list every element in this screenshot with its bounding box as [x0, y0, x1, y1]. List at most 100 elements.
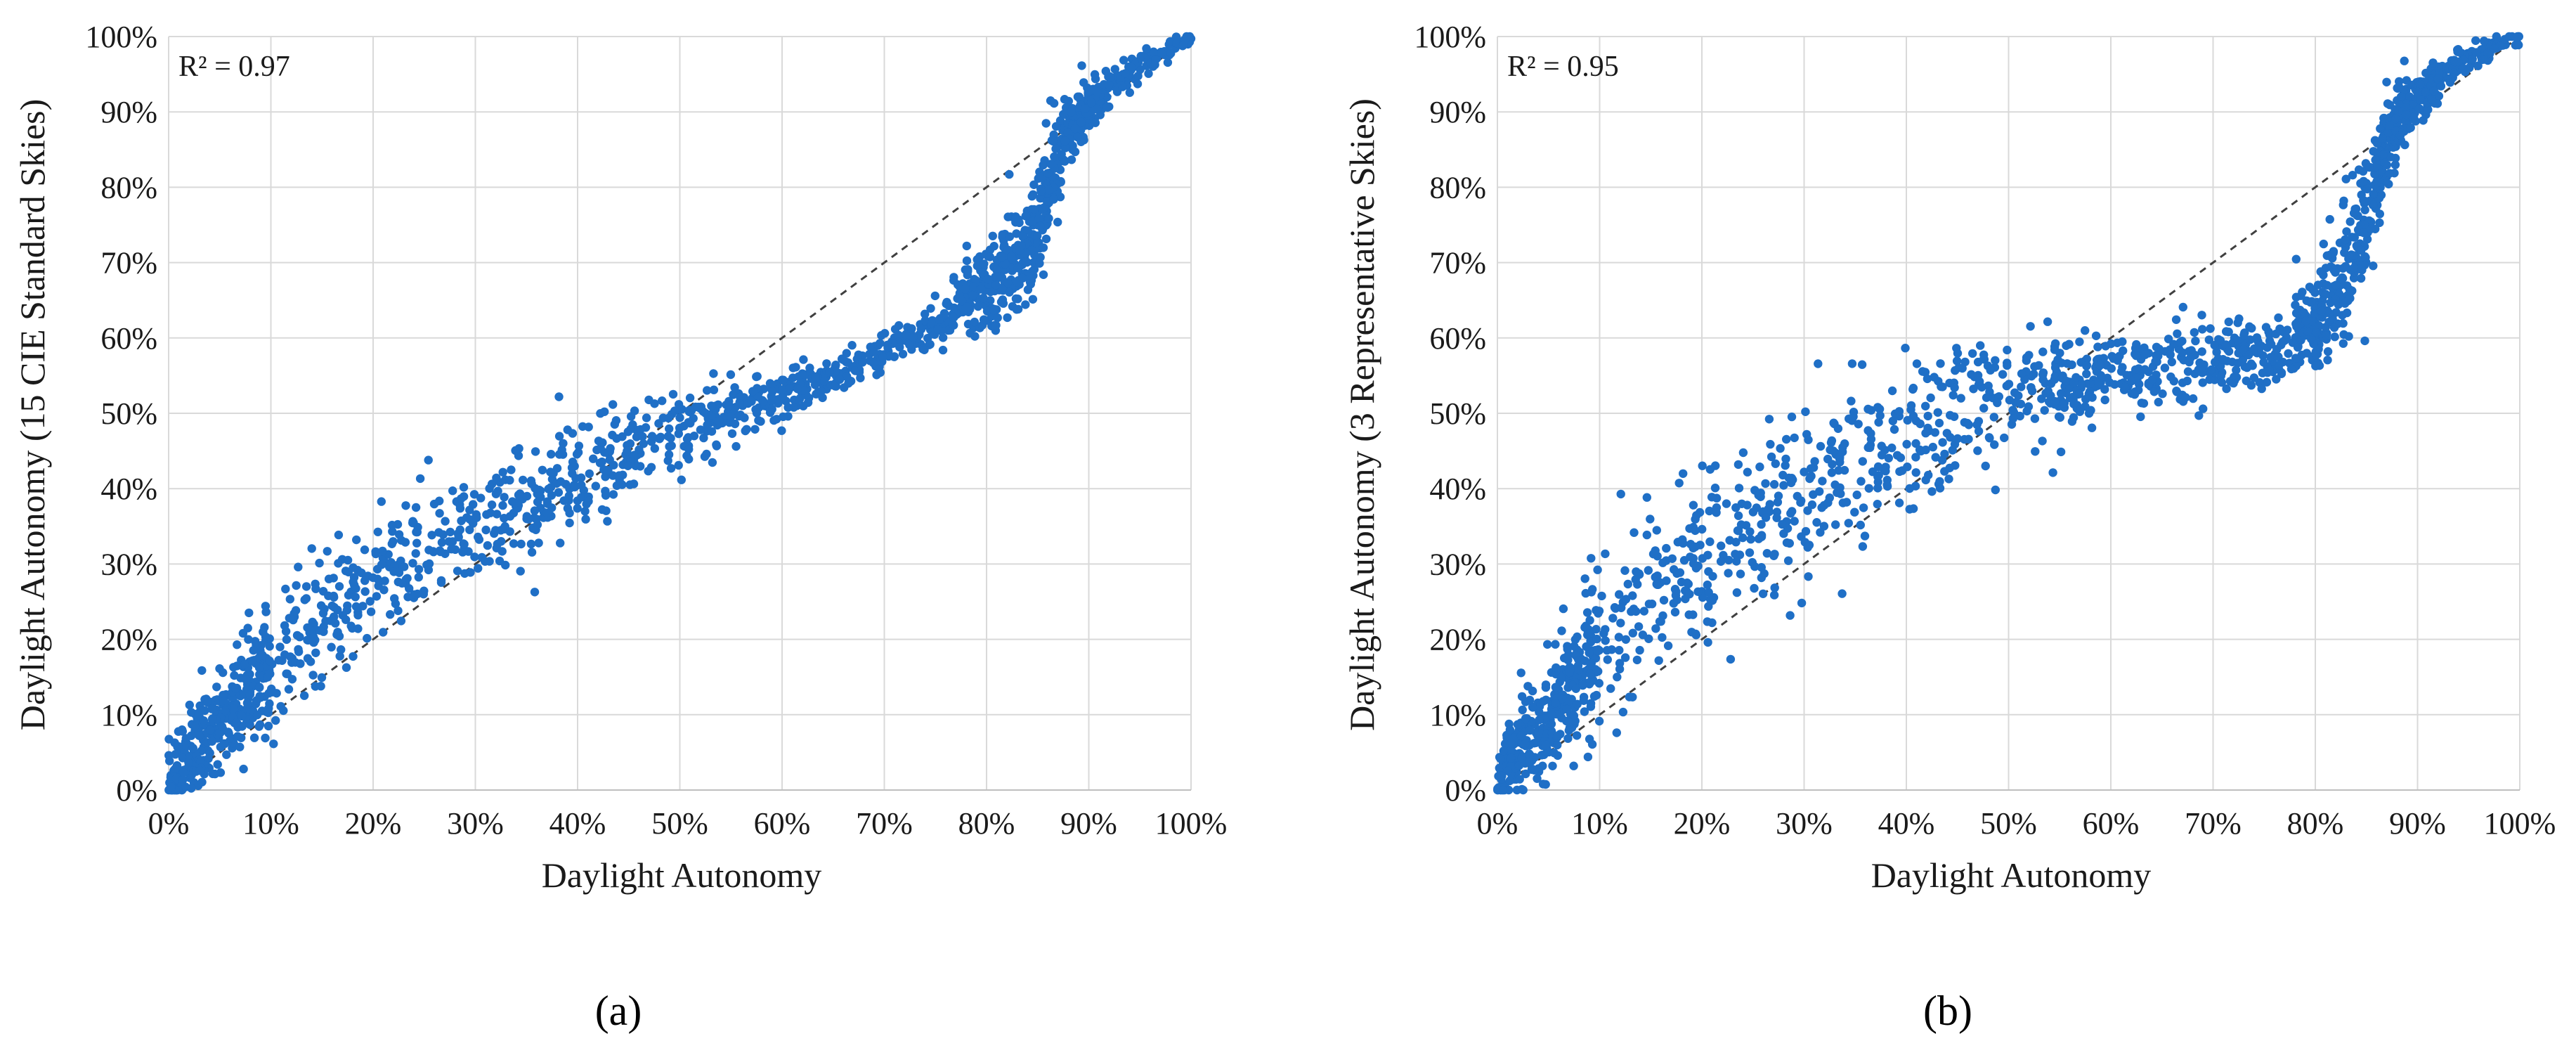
data-point [1505, 725, 1515, 735]
data-point [2301, 316, 2310, 325]
data-point [294, 562, 303, 571]
data-point [2402, 110, 2411, 119]
data-point [1499, 785, 1508, 795]
data-point [255, 683, 264, 692]
data-point [1854, 420, 1863, 429]
data-point [2224, 347, 2234, 356]
data-point [1850, 507, 1859, 517]
data-point [1916, 446, 1926, 455]
data-point [2183, 367, 2193, 376]
data-point [1580, 574, 1589, 583]
data-point [2369, 147, 2378, 156]
data-point [2376, 124, 2385, 134]
data-point [1029, 205, 1039, 214]
data-point [531, 484, 540, 493]
data-point [1689, 559, 1698, 568]
data-point [487, 500, 497, 510]
data-point [335, 652, 344, 661]
data-point [195, 731, 204, 740]
data-point [2015, 411, 2024, 421]
data-point [982, 306, 992, 316]
data-point [1013, 264, 1023, 273]
data-point [944, 325, 953, 335]
data-point [397, 578, 407, 588]
data-point [767, 396, 776, 405]
data-point [252, 710, 262, 720]
data-point [901, 330, 911, 339]
x-tick-label-a-0: 0% [148, 806, 190, 841]
data-point [2140, 350, 2149, 359]
data-point [317, 673, 327, 683]
data-point [1581, 588, 1590, 598]
data-point [993, 313, 1002, 323]
data-point [1005, 287, 1014, 297]
data-point [1991, 485, 2000, 495]
data-point [2455, 48, 2464, 57]
data-point [1086, 98, 1096, 108]
y-tick-label-b-4: 40% [1429, 472, 1486, 506]
data-point [208, 714, 217, 723]
y-tick-label-b-7: 70% [1429, 246, 1486, 280]
data-point [699, 433, 708, 443]
data-point [429, 499, 439, 509]
data-point [2031, 447, 2040, 456]
data-point [1884, 453, 1893, 462]
data-point [2030, 414, 2040, 423]
data-point [500, 514, 509, 523]
data-point [1757, 563, 1766, 572]
data-point [942, 297, 951, 307]
data-point [2190, 328, 2199, 337]
data-point [2446, 75, 2456, 84]
data-point [1658, 558, 1667, 567]
data-point [962, 241, 972, 251]
data-point [2465, 63, 2474, 72]
data-point [268, 687, 277, 697]
data-point [401, 501, 410, 510]
data-point [2396, 92, 2406, 101]
data-point [707, 401, 716, 410]
data-point [516, 539, 526, 549]
data-point [237, 711, 247, 721]
data-point [2471, 36, 2480, 45]
data-point [1021, 300, 1030, 309]
data-point [2341, 235, 2350, 245]
data-point [474, 564, 483, 573]
data-point [1521, 769, 1530, 779]
data-point [178, 775, 188, 784]
data-point [2394, 106, 2403, 115]
data-point [1588, 585, 1597, 594]
data-point [1770, 550, 1779, 559]
data-point [1081, 104, 1090, 113]
data-point [2040, 406, 2049, 415]
data-point [2480, 55, 2489, 64]
data-point [352, 535, 361, 545]
data-point [2307, 297, 2316, 306]
data-point [1738, 448, 1748, 458]
data-point [1615, 659, 1625, 668]
data-point [731, 441, 741, 451]
data-point [401, 538, 410, 547]
data-point [581, 515, 590, 524]
data-point [1902, 439, 1911, 449]
data-point [850, 366, 860, 375]
data-point [2233, 336, 2242, 345]
data-point [1506, 746, 1515, 756]
data-point [2183, 376, 2192, 386]
data-point [2429, 86, 2438, 96]
data-point [1790, 433, 1799, 443]
data-point [2237, 356, 2247, 365]
data-point [498, 500, 507, 510]
data-point [703, 420, 712, 429]
data-point [424, 455, 433, 465]
y-tick-label-b-1: 10% [1429, 698, 1486, 732]
data-point [2267, 339, 2276, 349]
data-point [457, 494, 466, 503]
data-point [296, 659, 305, 668]
data-point [1573, 632, 1582, 642]
data-point [1828, 460, 1837, 469]
data-point [2382, 77, 2391, 87]
data-point [2386, 153, 2395, 162]
data-point [2038, 370, 2048, 380]
data-point [1563, 734, 1573, 743]
data-point [2118, 337, 2127, 347]
